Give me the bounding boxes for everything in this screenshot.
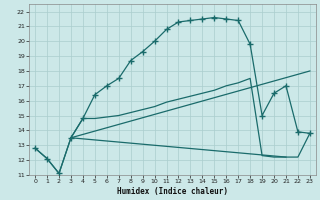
X-axis label: Humidex (Indice chaleur): Humidex (Indice chaleur): [117, 187, 228, 196]
